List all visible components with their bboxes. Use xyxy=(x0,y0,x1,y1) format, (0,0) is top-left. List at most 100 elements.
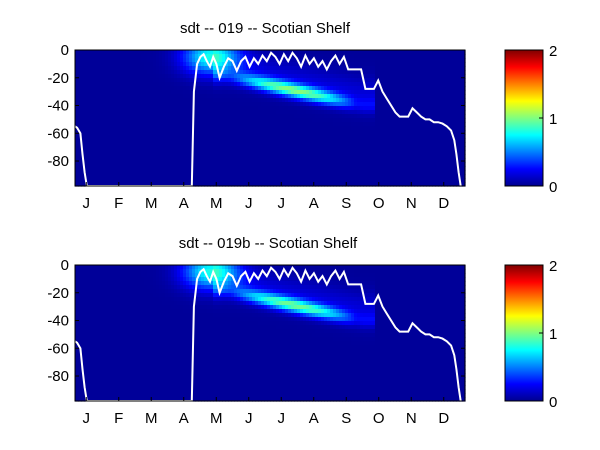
heatmap-cell xyxy=(345,174,349,179)
heatmap-cell xyxy=(291,58,295,63)
heatmap-cell xyxy=(153,66,157,71)
heatmap-cell xyxy=(228,174,232,179)
heatmap-cell xyxy=(381,182,385,187)
heatmap-cell xyxy=(105,70,109,75)
heatmap-cell xyxy=(111,170,115,175)
heatmap-cell xyxy=(159,66,163,71)
heatmap-cell xyxy=(246,162,250,167)
heatmap-cell xyxy=(81,317,85,322)
heatmap-cell xyxy=(393,94,397,99)
heatmap-cell xyxy=(276,178,280,183)
heatmap-cell xyxy=(108,178,112,183)
heatmap-cell xyxy=(459,66,463,71)
heatmap-cell xyxy=(90,305,94,310)
heatmap-cell xyxy=(90,389,94,394)
heatmap-cell xyxy=(450,178,454,183)
heatmap-cell xyxy=(354,182,358,187)
heatmap-cell xyxy=(417,162,421,167)
heatmap-cell xyxy=(462,146,466,151)
heatmap-cell xyxy=(111,90,115,95)
heatmap-cell xyxy=(108,345,112,350)
heatmap-cell xyxy=(411,150,415,155)
heatmap-cell xyxy=(330,182,334,187)
heatmap-cell xyxy=(342,70,346,75)
heatmap-cell xyxy=(99,285,103,290)
heatmap-cell xyxy=(360,66,364,71)
heatmap-cell xyxy=(351,150,355,155)
heatmap-cell xyxy=(456,178,460,183)
heatmap-cell xyxy=(183,90,187,95)
heatmap-cell xyxy=(180,182,184,187)
heatmap-cell xyxy=(228,118,232,123)
heatmap-cell xyxy=(144,94,148,99)
heatmap-cell xyxy=(459,150,463,155)
heatmap-cell xyxy=(408,162,412,167)
heatmap-cell xyxy=(78,273,82,278)
heatmap-cell xyxy=(201,102,205,107)
heatmap-cell xyxy=(153,98,157,103)
heatmap-cell xyxy=(114,166,118,171)
heatmap-cell xyxy=(405,86,409,91)
heatmap-cell xyxy=(159,78,163,83)
heatmap-cell xyxy=(132,118,136,123)
heatmap-cell xyxy=(231,146,235,151)
heatmap-cell xyxy=(255,166,259,171)
heatmap-cell xyxy=(147,146,151,151)
heatmap-cell xyxy=(288,82,292,87)
heatmap-cell xyxy=(114,118,118,123)
heatmap-cell xyxy=(342,106,346,111)
heatmap-cell xyxy=(117,150,121,155)
heatmap-cell xyxy=(135,58,139,63)
heatmap-cell xyxy=(183,174,187,179)
heatmap-cell xyxy=(297,154,301,159)
heatmap-cell xyxy=(93,142,97,147)
heatmap-cell xyxy=(276,70,280,75)
heatmap-cell xyxy=(174,150,178,155)
heatmap-cell xyxy=(288,66,292,71)
heatmap-cell xyxy=(78,337,82,342)
x-tick-label: O xyxy=(373,195,385,212)
heatmap-cell xyxy=(453,154,457,159)
heatmap-cell xyxy=(120,154,124,159)
heatmap-cell xyxy=(93,313,97,318)
heatmap-cell xyxy=(171,110,175,115)
heatmap-cell xyxy=(258,142,262,147)
heatmap-cell xyxy=(309,78,313,83)
heatmap-cell xyxy=(102,78,106,83)
heatmap-cell xyxy=(276,122,280,127)
heatmap-cell xyxy=(246,82,250,87)
heatmap-cell xyxy=(333,174,337,179)
heatmap-cell xyxy=(348,134,352,139)
heatmap-cell xyxy=(387,142,391,147)
heatmap-cell xyxy=(114,393,118,398)
heatmap-cell xyxy=(387,62,391,67)
heatmap-cell xyxy=(408,66,412,71)
heatmap-cell xyxy=(114,317,118,322)
heatmap-cell xyxy=(441,106,445,111)
heatmap-cell xyxy=(186,50,190,55)
heatmap-cell xyxy=(183,138,187,143)
heatmap-cell xyxy=(267,134,271,139)
heatmap-cell xyxy=(438,134,442,139)
heatmap-cell xyxy=(375,130,379,135)
heatmap-cell xyxy=(141,66,145,71)
heatmap-cell xyxy=(93,305,97,310)
heatmap-cell xyxy=(168,170,172,175)
heatmap-cell xyxy=(102,313,106,318)
heatmap-cell xyxy=(375,118,379,123)
heatmap-cell xyxy=(402,170,406,175)
heatmap-cell xyxy=(147,122,151,127)
heatmap-cell xyxy=(408,114,412,119)
heatmap-cell xyxy=(435,158,439,163)
heatmap-cell xyxy=(381,82,385,87)
heatmap-cell xyxy=(96,134,100,139)
heatmap-cell xyxy=(438,54,442,59)
heatmap-cell xyxy=(399,162,403,167)
heatmap-cell xyxy=(264,106,268,111)
heatmap-cell xyxy=(315,162,319,167)
heatmap-cell xyxy=(255,54,259,59)
heatmap-cell xyxy=(270,122,274,127)
heatmap-cell xyxy=(114,361,118,366)
heatmap-cell xyxy=(105,289,109,294)
heatmap-cell xyxy=(417,158,421,163)
